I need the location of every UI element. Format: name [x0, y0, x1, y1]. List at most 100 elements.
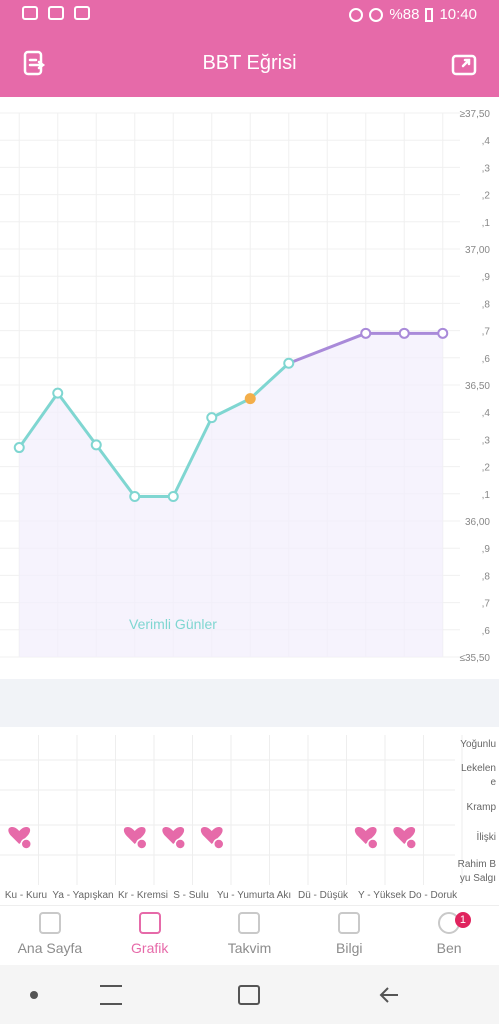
heart-icon [8, 827, 31, 844]
mucus-label: S - Sulu [173, 890, 209, 901]
y-tick-label: 36,00 [465, 517, 490, 528]
area-fill [19, 333, 443, 657]
series-line [211, 397, 251, 419]
y-tick-label: ,2 [482, 463, 491, 474]
notification-badge: 1 [454, 912, 471, 928]
pill-icon [20, 838, 32, 850]
mucus-label: Do - Doruk [409, 890, 458, 901]
data-point [129, 491, 141, 503]
chart-x-axis-band [0, 679, 499, 727]
row-label: e [490, 777, 496, 788]
row-label: Yoğunlu [460, 739, 496, 750]
data-point [167, 491, 179, 503]
row-label: Rahim B [458, 859, 497, 870]
system-nav-bar [0, 965, 499, 1024]
data-point [398, 327, 410, 339]
data-point [13, 442, 25, 454]
laptop-icon [48, 6, 64, 20]
y-tick-label: ,3 [482, 435, 491, 446]
y-tick-label: ,2 [482, 191, 491, 202]
row-label: yu Salgı [460, 873, 496, 884]
status-icons-left [22, 6, 90, 20]
y-tick-label: ,4 [482, 408, 491, 419]
mucus-label: Ya - Yapışkan [52, 890, 113, 901]
calendar-icon [238, 912, 261, 934]
share-folder-icon[interactable] [449, 48, 479, 78]
info-grid-icon [338, 912, 361, 934]
battery-icon [425, 7, 434, 22]
y-tick-label: ≥37,50 [459, 109, 490, 120]
y-tick-label: ,8 [482, 299, 491, 310]
y-tick-label: ,3 [482, 163, 491, 174]
pill-icon [367, 838, 379, 850]
nav-label: Takvim [227, 940, 272, 956]
heart-icon [354, 827, 377, 844]
data-point [360, 327, 372, 339]
wifi-icon [369, 7, 384, 22]
status-icons-right: %88 10:40 [349, 6, 477, 23]
nav-grafik[interactable]: Grafik [100, 906, 200, 966]
back-arrow-icon[interactable] [378, 985, 400, 1005]
y-tick-label: ,7 [482, 599, 491, 610]
home-icon [38, 912, 61, 934]
nav-bilgi[interactable]: Bilgi [299, 906, 399, 966]
status-bar: %88 10:40 [0, 0, 499, 30]
bottom-nav: Ana Sayfa Grafik Takvim Bilgi Ben 1 [0, 905, 499, 966]
export-icon[interactable] [20, 48, 50, 78]
series-line [249, 362, 290, 400]
whatsapp-icon [22, 6, 38, 20]
row-label: İlişki [477, 830, 496, 843]
mucus-label: Yu - Yumurta Akı [217, 890, 291, 901]
pill-icon [136, 838, 148, 850]
data-point [206, 412, 218, 424]
series-line [56, 392, 98, 446]
nav-label: Ana Sayfa [17, 940, 83, 956]
header: BBT Eğrisi [0, 30, 499, 97]
recent-apps-icon[interactable] [100, 985, 122, 1005]
nav-label: Grafik [131, 940, 169, 956]
nav-label: Bilgi [336, 940, 363, 956]
pill-icon [213, 838, 225, 850]
heart-icon [123, 827, 146, 844]
y-tick-label: ,9 [482, 544, 491, 555]
data-point [283, 357, 295, 369]
data-point [244, 393, 256, 405]
image-icon [74, 6, 90, 20]
data-point [437, 327, 449, 339]
mucus-label: Dü - Düşük [298, 890, 349, 901]
row-label: Kramp [467, 802, 497, 813]
series-line [18, 392, 59, 449]
lower-panel: Yoğunlu Lekelen e Kramp İlişki Rahim B yu Salg… [0, 735, 499, 905]
y-tick-label: ≤35,50 [459, 653, 490, 664]
pill-icon [405, 838, 417, 850]
status-time: 10:40 [439, 6, 477, 23]
assistant-dot-icon[interactable] [30, 991, 38, 999]
y-tick-label: ,9 [482, 272, 491, 283]
heart-icon [162, 827, 185, 844]
symptom-grid: Yoğunlu Lekelen e Kramp İlişki Rahim B yu Salg… [0, 735, 497, 901]
bbt-chart[interactable]: ≥37,50 ,4 ,3 ,2 ,1 37,00 ,9 ,8 ,7 ,6 36,50 ,4 ,3 ,2 ,1… [0, 97, 499, 737]
heart-icon [393, 827, 416, 844]
nav-ana-sayfa[interactable]: Ana Sayfa [0, 906, 100, 966]
y-tick-label: ,8 [482, 571, 491, 582]
y-tick-label: 37,00 [465, 245, 490, 256]
data-point [52, 387, 64, 399]
home-square-icon[interactable] [238, 985, 260, 1005]
annotation-fertile: Verimli Günler [129, 616, 217, 632]
nav-label: Ben [436, 940, 462, 956]
chart-icon [138, 912, 161, 934]
y-tick-label: 36,50 [465, 381, 490, 392]
y-tick-label: ,1 [482, 490, 491, 501]
nav-takvim[interactable]: Takvim [200, 906, 300, 966]
y-tick-label: ,7 [482, 327, 491, 338]
y-tick-label: ,6 [482, 354, 491, 365]
mucus-label: Ku - Kuru [5, 890, 47, 901]
mucus-label: Kr - Kremsi [118, 890, 168, 901]
data-point [90, 439, 102, 451]
series-line [95, 443, 136, 498]
series-line [288, 331, 367, 365]
pill-icon [174, 838, 186, 850]
y-tick-label: ,1 [482, 218, 491, 229]
nav-ben[interactable]: Ben 1 [399, 906, 499, 966]
heart-icon [200, 827, 223, 844]
